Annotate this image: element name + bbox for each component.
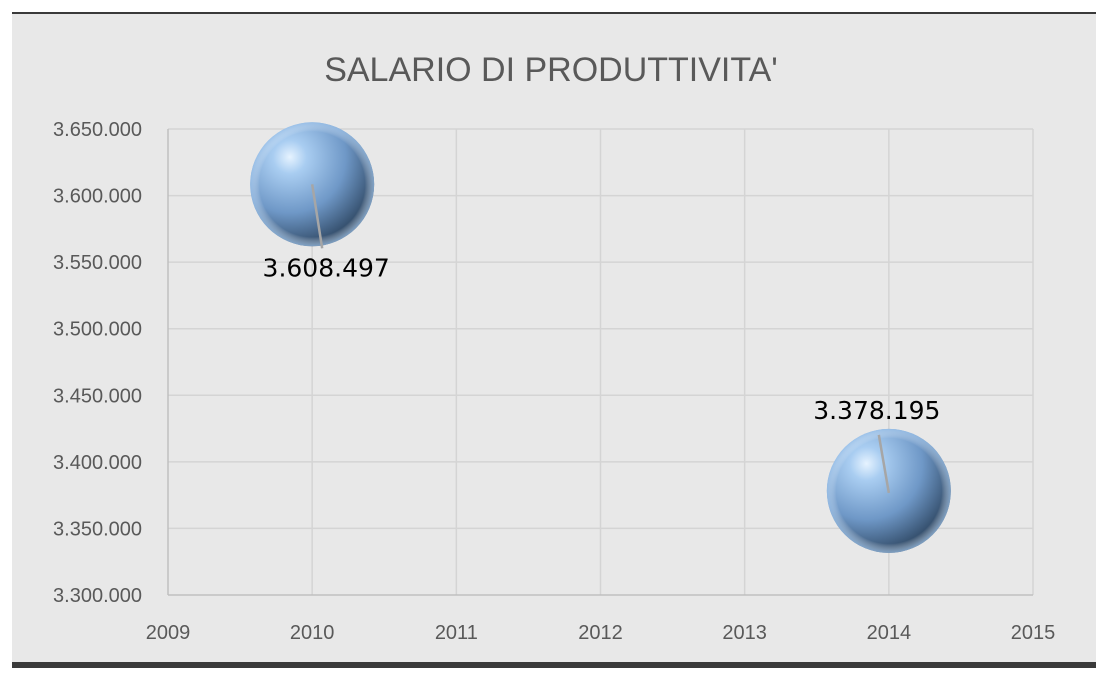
x-tick-label: 2014 bbox=[867, 622, 912, 644]
x-tick-label: 2015 bbox=[1011, 622, 1056, 644]
y-tick-label: 3.350.000 bbox=[53, 518, 142, 540]
y-tick-label: 3.550.000 bbox=[53, 252, 142, 274]
y-tick-label: 3.400.000 bbox=[53, 452, 142, 474]
x-tick-label: 2009 bbox=[146, 622, 191, 644]
axes bbox=[167, 129, 1033, 596]
bubble-chart: SALARIO DI PRODUTTIVITA' 3.300.000 3.350.… bbox=[53, 51, 1056, 644]
y-tick-label: 3.450.000 bbox=[53, 385, 142, 407]
data-bubbles bbox=[250, 122, 951, 553]
data-label: 3.608.497 bbox=[263, 253, 390, 282]
data-label: 3.378.195 bbox=[813, 396, 940, 425]
data-labels: 3.608.497 3.378.195 bbox=[263, 253, 941, 425]
y-tick-label: 3.650.000 bbox=[53, 119, 142, 141]
leader-line bbox=[310, 184, 324, 249]
x-tick-label: 2010 bbox=[290, 622, 335, 644]
y-tick-label: 3.300.000 bbox=[53, 585, 142, 607]
x-tick-label: 2013 bbox=[722, 622, 767, 644]
chart-frame: SALARIO DI PRODUTTIVITA' 3.300.000 3.350.… bbox=[12, 12, 1096, 668]
x-axis-tick-labels: 2009 2010 2011 2012 2013 2014 2015 bbox=[146, 622, 1056, 644]
data-bubble bbox=[250, 122, 375, 249]
y-tick-label: 3.500.000 bbox=[53, 319, 142, 341]
x-tick-label: 2012 bbox=[578, 622, 623, 644]
y-axis-tick-labels: 3.300.000 3.350.000 3.400.000 3.450.000 3.50… bbox=[53, 119, 142, 607]
x-tick-label: 2011 bbox=[435, 622, 478, 644]
chart-title: SALARIO DI PRODUTTIVITA' bbox=[324, 51, 778, 89]
leader-line bbox=[877, 434, 891, 494]
data-bubble bbox=[826, 428, 951, 553]
y-tick-label: 3.600.000 bbox=[53, 186, 142, 208]
